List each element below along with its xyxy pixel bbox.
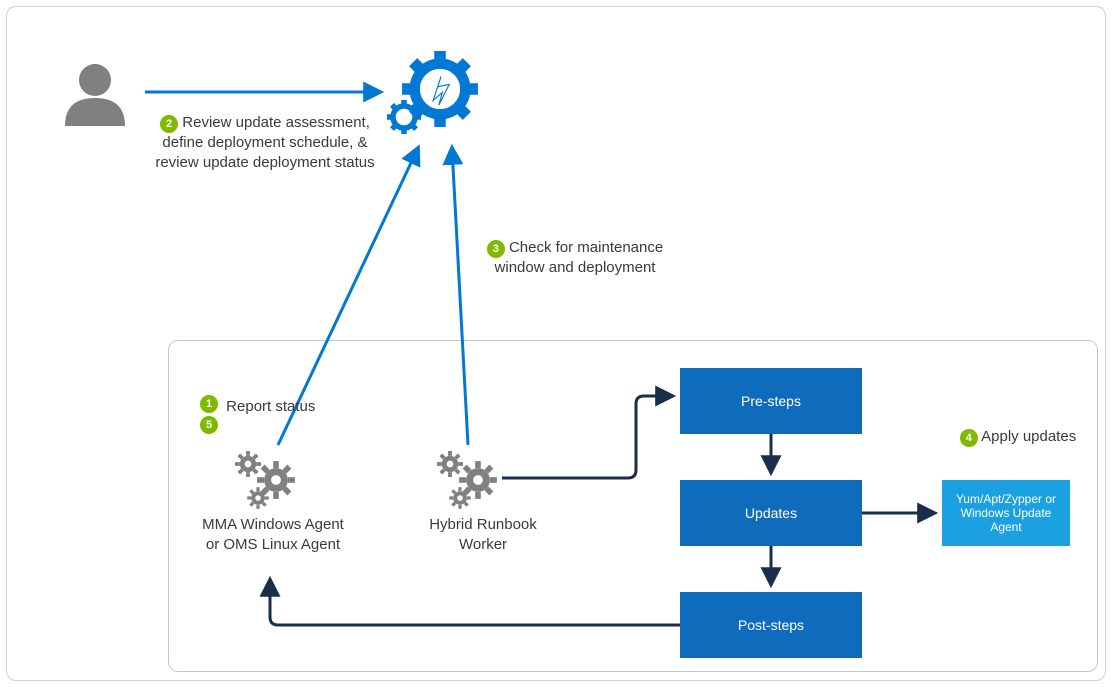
label-review-text: Review update assessment, define deploym… xyxy=(155,114,374,171)
box-post-steps-label: Post-steps xyxy=(738,617,804,633)
badge-4: 4 xyxy=(960,429,978,447)
box-yum-label: Yum/Apt/Zypper or Windows Update Agent xyxy=(946,492,1066,534)
label-review: 2 Review update assessment, define deplo… xyxy=(155,113,375,172)
badge-3: 3 xyxy=(487,240,505,258)
box-yum: Yum/Apt/Zypper or Windows Update Agent xyxy=(942,480,1070,546)
box-updates: Updates xyxy=(680,480,862,546)
label-hybrid: Hybrid Runbook Worker xyxy=(408,515,558,554)
box-post-steps: Post-steps xyxy=(680,592,862,658)
label-check: 3 Check for maintenance window and deplo… xyxy=(475,238,675,278)
badge-1: 1 xyxy=(200,395,218,413)
label-report: 1 5 Report status xyxy=(200,395,360,434)
label-mma-text: MMA Windows Agent or OMS Linux Agent xyxy=(202,516,344,553)
label-mma: MMA Windows Agent or OMS Linux Agent xyxy=(198,515,348,554)
label-report-text: Report status xyxy=(226,397,315,417)
box-pre-steps: Pre-steps xyxy=(680,368,862,434)
box-pre-steps-label: Pre-steps xyxy=(741,393,801,409)
badge-2: 2 xyxy=(160,115,178,133)
label-apply-text: Apply updates xyxy=(981,428,1076,445)
badge-5: 5 xyxy=(200,416,218,434)
label-hybrid-text: Hybrid Runbook Worker xyxy=(429,516,537,553)
box-updates-label: Updates xyxy=(745,505,797,521)
label-check-text: Check for maintenance window and deploym… xyxy=(495,239,664,276)
label-apply: 4 Apply updates xyxy=(958,427,1078,447)
